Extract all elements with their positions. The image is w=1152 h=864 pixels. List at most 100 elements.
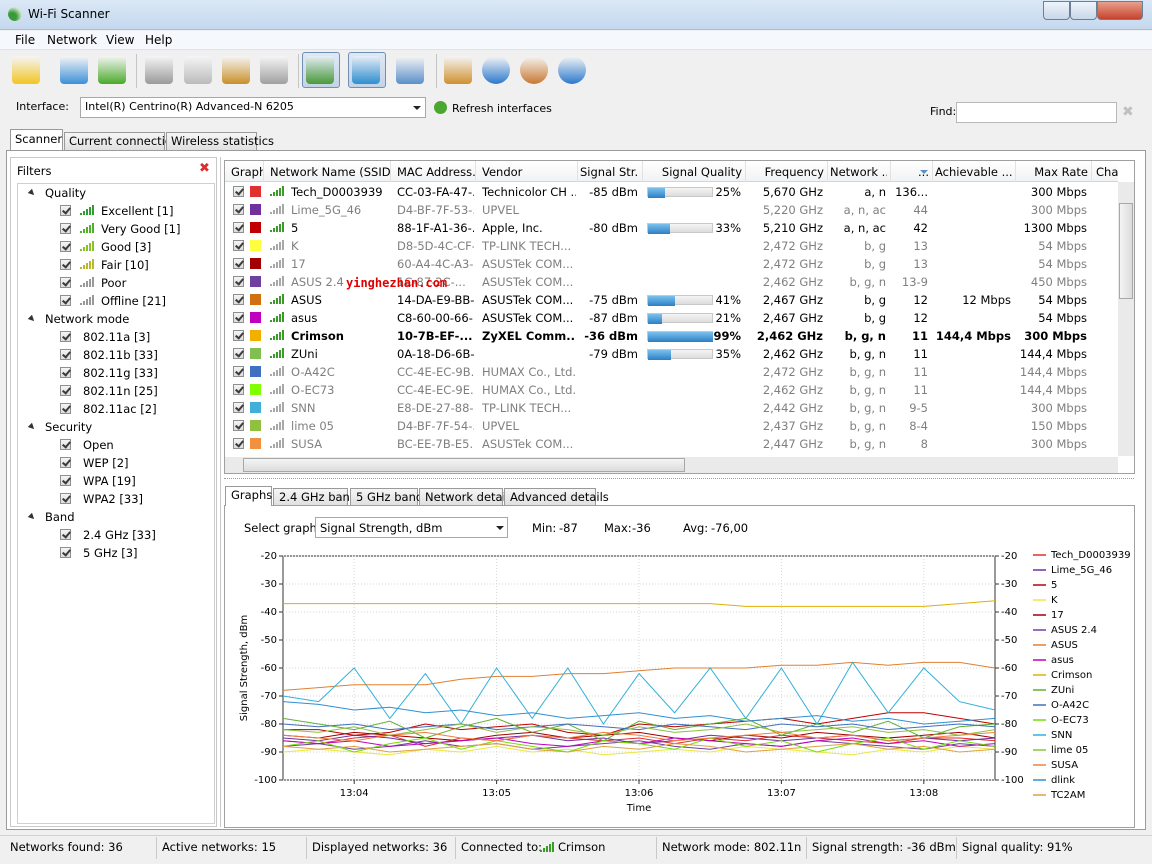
checkbox[interactable] — [60, 547, 71, 558]
column-header[interactable]: Network Name (SSID) — [270, 165, 391, 179]
row-checkbox[interactable] — [233, 330, 244, 341]
row-checkbox[interactable] — [233, 240, 244, 251]
row-checkbox[interactable] — [233, 402, 244, 413]
row-checkbox[interactable] — [233, 276, 244, 287]
bottom-tab-label[interactable]: Graphs — [231, 488, 273, 502]
filter-item[interactable]: Fair [10] — [101, 258, 149, 272]
checkbox[interactable] — [60, 493, 71, 504]
row-checkbox[interactable] — [233, 294, 244, 305]
bottom-tab-label[interactable]: Network details — [425, 490, 515, 504]
bottom-tab[interactable] — [225, 486, 272, 506]
row-checkbox[interactable] — [233, 204, 244, 215]
checkbox[interactable] — [60, 475, 71, 486]
checkbox[interactable] — [60, 295, 71, 306]
checkbox[interactable] — [60, 205, 71, 216]
tab[interactable] — [64, 132, 165, 150]
menu-item[interactable]: File — [15, 33, 36, 47]
column-header[interactable]: Signal Str... — [580, 165, 639, 179]
bottom-tab[interactable] — [419, 488, 503, 505]
checkbox[interactable] — [60, 259, 71, 270]
filter-item[interactable]: Good [3] — [101, 240, 152, 254]
toolbar-button[interactable] — [260, 56, 288, 84]
filter-item[interactable]: 802.11ac [2] — [83, 402, 157, 416]
menu-item[interactable]: Network — [47, 33, 98, 47]
column-header[interactable]: Graph — [231, 165, 263, 179]
toolbar-button[interactable] — [520, 56, 548, 84]
row-checkbox[interactable] — [233, 348, 244, 359]
row-checkbox[interactable] — [233, 366, 244, 377]
checkbox[interactable] — [60, 403, 71, 414]
checkbox[interactable] — [60, 439, 71, 450]
toolbar-button[interactable] — [444, 56, 472, 84]
filter-item[interactable]: Offline [21] — [101, 294, 166, 308]
row-checkbox[interactable] — [233, 384, 244, 395]
clear-find[interactable]: ✖ — [1122, 104, 1134, 120]
toolbar-button[interactable] — [396, 56, 424, 84]
column-header[interactable]: Max Rate — [1034, 165, 1088, 179]
checkbox[interactable] — [60, 241, 71, 252]
filters-close[interactable]: ✖ — [199, 161, 210, 176]
hscroll-thumb[interactable] — [243, 458, 685, 472]
toolbar-button[interactable] — [306, 56, 334, 84]
column-header[interactable]: Achievable ... — [935, 165, 1012, 179]
row-checkbox[interactable] — [233, 438, 244, 449]
filter-item[interactable]: 802.11a [3] — [83, 330, 151, 344]
bottom-tab[interactable] — [273, 488, 348, 505]
filter-item[interactable]: Excellent [1] — [101, 204, 174, 218]
toolbar-button[interactable] — [352, 56, 380, 84]
row-checkbox[interactable] — [233, 258, 244, 269]
column-header[interactable]: MAC Address... — [397, 165, 476, 179]
filter-item[interactable]: WPA [19] — [83, 474, 136, 488]
close-button[interactable] — [1097, 1, 1143, 20]
graph-select[interactable] — [315, 517, 508, 538]
row-checkbox[interactable] — [233, 312, 244, 323]
bottom-tab-label[interactable]: Advanced details — [510, 490, 609, 504]
interface-combo[interactable] — [80, 97, 426, 118]
menu-item[interactable]: Help — [145, 33, 173, 47]
checkbox[interactable] — [60, 385, 71, 396]
tab[interactable] — [10, 129, 63, 150]
filter-item[interactable]: 2.4 GHz [33] — [83, 528, 156, 542]
row-checkbox[interactable] — [233, 186, 244, 197]
vscroll-thumb[interactable] — [1119, 203, 1133, 299]
column-header[interactable]: Network ... — [830, 165, 887, 179]
tab-label[interactable]: Current connection — [69, 134, 180, 148]
row-checkbox[interactable] — [233, 420, 244, 431]
column-header[interactable]: Vendor — [482, 165, 523, 179]
toolbar-button[interactable] — [145, 56, 173, 84]
row-checkbox[interactable] — [233, 222, 244, 233]
tab[interactable] — [166, 132, 257, 150]
find-input[interactable] — [956, 102, 1117, 123]
checkbox[interactable] — [60, 223, 71, 234]
maximize-button[interactable] — [1070, 1, 1097, 20]
minimize-button[interactable] — [1043, 1, 1070, 20]
checkbox[interactable] — [60, 331, 71, 342]
filter-item[interactable]: Poor — [101, 276, 127, 290]
filter-item[interactable]: 802.11n [25] — [83, 384, 158, 398]
tab-label[interactable]: Wireless statistics — [171, 134, 275, 148]
filter-item[interactable]: WEP [2] — [83, 456, 129, 470]
filter-item[interactable]: 802.11b [33] — [83, 348, 158, 362]
filter-item[interactable]: 5 GHz [3] — [83, 546, 138, 560]
filter-item[interactable]: Very Good [1] — [101, 222, 181, 236]
bottom-tab[interactable] — [504, 488, 596, 505]
toolbar-button[interactable] — [222, 56, 250, 84]
column-header[interactable]: Signal Quality — [661, 165, 742, 179]
bottom-tab-label[interactable]: 5 GHz band — [356, 490, 424, 504]
filter-item[interactable]: WPA2 [33] — [83, 492, 144, 506]
column-header[interactable]: Frequency — [764, 165, 824, 179]
checkbox[interactable] — [60, 277, 71, 288]
refresh-interfaces[interactable]: Refresh interfaces — [452, 102, 552, 115]
menu-item[interactable]: View — [106, 33, 135, 47]
tab-label[interactable]: Scanner — [15, 132, 63, 146]
toolbar-button[interactable] — [60, 56, 88, 84]
checkbox[interactable] — [60, 457, 71, 468]
column-header[interactable]: Chann — [1096, 165, 1118, 179]
filter-item[interactable]: 802.11g [33] — [83, 366, 158, 380]
checkbox[interactable] — [60, 367, 71, 378]
bottom-tab[interactable] — [350, 488, 418, 505]
toolbar-button[interactable] — [482, 56, 510, 84]
toolbar-button[interactable] — [558, 56, 586, 84]
toolbar-button[interactable] — [184, 56, 212, 84]
checkbox[interactable] — [60, 529, 71, 540]
